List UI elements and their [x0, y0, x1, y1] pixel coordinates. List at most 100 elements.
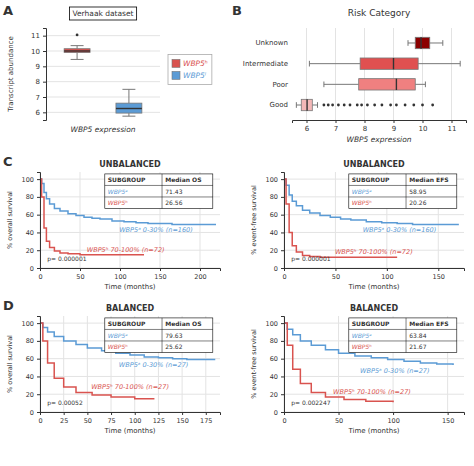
x-axis: 0255075100125150175 [38, 412, 220, 425]
tick: 100 [381, 268, 393, 281]
tick-mark [387, 268, 388, 271]
title: Verhaak dataset [72, 9, 133, 18]
tick-label: 8 [36, 78, 40, 86]
tick: 100 [22, 176, 40, 184]
tick: 100 [266, 320, 284, 328]
tick-mark [281, 412, 284, 413]
grid-line [63, 316, 64, 412]
tick: 11 [31, 32, 46, 40]
cap-low [296, 102, 297, 108]
flier [349, 104, 352, 107]
tick: 10 [419, 120, 428, 133]
table-header: SUBGROUP [352, 320, 390, 327]
tick: 100 [387, 412, 399, 425]
tick-label: 100 [129, 417, 141, 425]
axis-line [41, 269, 221, 272]
tick-mark [281, 394, 284, 395]
title: BALANCED [350, 304, 399, 313]
tick-label: 6 [305, 125, 310, 133]
table [349, 318, 457, 353]
tick-label: Poor [273, 81, 289, 89]
cap-low [323, 81, 324, 87]
cap-high [442, 40, 443, 46]
tick-label: 11 [448, 125, 457, 133]
table-header: Median OS [165, 176, 201, 183]
p-value: p= 0.000001 [291, 255, 331, 263]
tick: 150 [154, 268, 166, 281]
tick-mark [43, 82, 46, 83]
tick-mark [281, 359, 284, 360]
tick-mark [423, 120, 424, 123]
table-frame [349, 174, 457, 209]
title-box [69, 7, 136, 20]
tick-mark [281, 197, 284, 198]
tick-label: 7 [36, 94, 40, 102]
tick: 60 [270, 355, 284, 363]
x-axis-title: Time (months) [103, 283, 155, 291]
tick: 7 [36, 94, 46, 102]
flier [323, 104, 326, 107]
panel-label: C [3, 154, 13, 169]
tick-label: 100 [381, 273, 393, 281]
tick-mark [43, 66, 46, 67]
tick-label: 20 [26, 247, 34, 255]
tick: 80 [26, 337, 40, 345]
tick-mark [206, 412, 207, 415]
tick: Good [270, 101, 288, 109]
grid [284, 316, 464, 412]
legend-entry: WBP5ʰ [183, 59, 208, 68]
tick: 150 [442, 412, 454, 425]
table-row-label: WBP5ʰ [108, 343, 128, 350]
flier [356, 104, 359, 107]
tick-mark [37, 341, 40, 342]
median [420, 37, 421, 48]
grid-line [335, 28, 336, 120]
tick-label: 150 [433, 273, 445, 281]
tick: 0 [38, 412, 42, 425]
curve-label: WBP5ᵃ 0-30% (n=160) [119, 226, 193, 234]
tick: 60 [270, 211, 284, 219]
tick-label: 10 [31, 48, 40, 56]
tick-label: 150 [176, 417, 188, 425]
table-row-label: WBP5ᵃ [108, 188, 128, 195]
tick-label: 80 [26, 193, 34, 201]
grid-line [46, 81, 160, 82]
tick: 0 [282, 268, 286, 281]
flier [431, 104, 434, 107]
table-row-label: WBP5ʰ [108, 199, 128, 206]
tick-mark [281, 268, 284, 269]
table-divider [162, 318, 163, 353]
tick-label: 100 [114, 273, 126, 281]
table-header: Median OS [165, 320, 201, 327]
tick: 100 [266, 176, 284, 184]
axis-line [41, 413, 221, 416]
x-axis-title: Time (months) [347, 283, 399, 291]
grid-line [46, 51, 160, 52]
tick: 60 [26, 355, 40, 363]
panel-label: A [3, 3, 13, 18]
tick: 200 [194, 268, 206, 281]
box [415, 37, 430, 48]
panel-label: B [232, 3, 242, 18]
tick-mark [120, 268, 121, 271]
grid-line [40, 376, 220, 377]
tick-label: 100 [22, 320, 34, 328]
tick: 40 [270, 229, 284, 237]
tick-mark [80, 268, 81, 271]
tick-mark [37, 394, 40, 395]
whisker-high [312, 105, 317, 106]
table-value: 58.95 [409, 188, 426, 195]
tick-mark [281, 323, 284, 324]
tick-label: 40 [270, 229, 278, 237]
table-divider [105, 340, 213, 341]
tick-mark [200, 268, 201, 271]
y-axis: 020406080100 [266, 317, 285, 417]
tick-mark [160, 268, 161, 271]
tick: 80 [26, 193, 40, 201]
legend: WBP5ʰWBP5ˡ [168, 54, 212, 84]
table-divider [349, 329, 457, 330]
flier [395, 104, 398, 107]
tick-mark [335, 268, 336, 271]
grid [40, 172, 220, 268]
grid-line [46, 97, 160, 98]
